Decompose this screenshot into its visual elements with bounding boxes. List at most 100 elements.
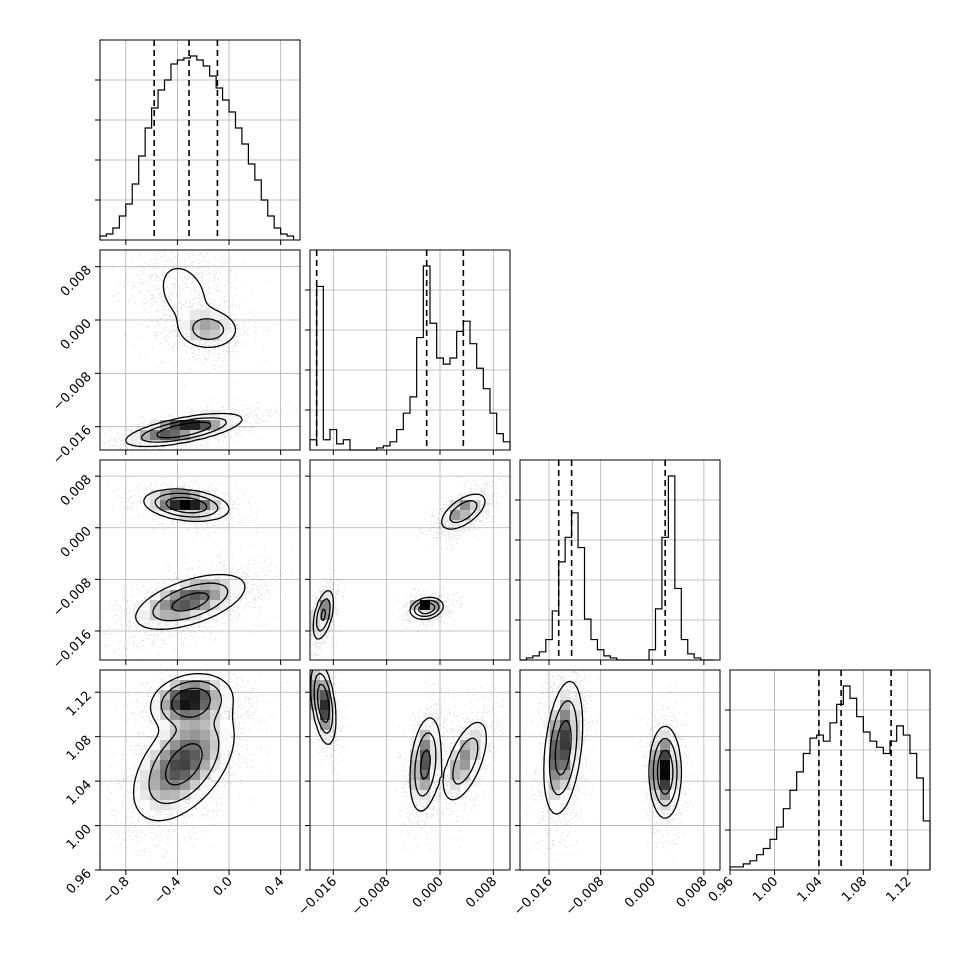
density-cell [550, 770, 561, 781]
density-cell [650, 770, 661, 781]
density-cell [450, 780, 461, 791]
scatter-panel-2-3: −0.016 −0.008 0.000 0.008 [511, 669, 721, 919]
density-cell [190, 510, 201, 521]
density-cell [160, 590, 171, 601]
density-cell [210, 760, 221, 771]
scatter-panel-1-2 [305, 459, 511, 665]
sample-points [100, 670, 289, 870]
density-cell [210, 580, 221, 591]
density-cell [160, 790, 171, 801]
sample-points [525, 670, 701, 868]
density-cell [550, 760, 561, 771]
contour-line [148, 680, 223, 805]
density-cell [190, 420, 201, 431]
density-cell [430, 600, 441, 611]
density-cell [130, 430, 141, 441]
scatter-panel-0-3: −0.8 −0.4 0.0 0.4 0.96 1.00 1.04 1.08 1.12 [64, 669, 301, 907]
density-cell [420, 720, 431, 731]
y-tick-label: 1.12 [64, 688, 95, 719]
density-cell [160, 750, 171, 761]
density-cell [190, 790, 201, 801]
density-cell [180, 600, 191, 611]
density-cell [210, 700, 221, 711]
density-cell [200, 600, 211, 611]
density-cell [160, 800, 171, 811]
density-cell [460, 500, 471, 511]
density-cell [420, 760, 431, 771]
density-cell [560, 700, 571, 711]
density-cell [310, 680, 321, 691]
density-cell [210, 420, 221, 431]
density-cell [160, 740, 171, 751]
contour-line [316, 683, 431, 780]
density-cell [150, 430, 161, 441]
density-cell [210, 590, 221, 601]
density-cell [310, 670, 321, 681]
density-cell [190, 690, 201, 701]
density-cell [560, 720, 571, 731]
density-cell [230, 580, 241, 591]
histogram-step-line [520, 475, 714, 661]
panel-frame [99, 459, 301, 661]
y-tick-label: −0.008 [50, 576, 95, 621]
density-cell [560, 730, 571, 741]
density-cell [140, 780, 151, 791]
density-cell [450, 510, 461, 521]
density-cell [550, 780, 561, 791]
sample-scatter [310, 472, 510, 660]
contour-line [554, 719, 674, 795]
density-cell [220, 320, 231, 331]
scatter-panel-1-3: −0.016 −0.008 0.000 0.008 [296, 669, 511, 919]
density-cell [200, 420, 211, 431]
density-cell [150, 490, 161, 501]
density-cell [160, 430, 171, 441]
density-cell [540, 770, 551, 781]
density-cell [220, 740, 231, 751]
contour-line [548, 700, 678, 807]
density-cell [220, 410, 231, 421]
density-cell [180, 780, 191, 791]
density-cell [560, 790, 571, 801]
density-cell [150, 770, 161, 781]
density-cell [190, 720, 201, 731]
density-cell [150, 700, 161, 711]
density-cell [200, 780, 211, 791]
density-cell [170, 580, 181, 591]
density-cell [570, 740, 581, 751]
contour-line [165, 496, 210, 612]
density-cell [170, 690, 181, 701]
contour-line [156, 421, 212, 439]
y-tick-label: 0.000 [58, 524, 95, 561]
density-cell [150, 610, 161, 621]
density-cell [200, 590, 211, 601]
density-cell [140, 760, 151, 771]
density-cell [210, 730, 221, 741]
density-cell [180, 290, 191, 301]
y-tick-label: −0.016 [50, 423, 95, 468]
density-cell [190, 600, 201, 611]
density-cell [430, 770, 441, 781]
density-cell [170, 800, 181, 811]
density-cell [150, 800, 161, 811]
density-cell [560, 750, 571, 761]
x-tick-label: 0.000 [410, 874, 447, 911]
density-cell [210, 500, 221, 511]
density-cell [170, 770, 181, 781]
density-cell [170, 680, 181, 691]
density-cell [190, 780, 201, 791]
contour-line [320, 602, 436, 622]
x-tick-label: −0.8 [100, 874, 133, 907]
density-cell [200, 730, 211, 741]
density-cell [320, 590, 331, 601]
density-cell [150, 760, 161, 771]
density-cell [180, 730, 191, 741]
histogram-step-line [729, 685, 931, 870]
x-tick-label: 0.000 [622, 874, 659, 911]
density-cell [670, 760, 681, 771]
density-cell [310, 610, 321, 621]
density-cell [220, 730, 231, 741]
density-cell [420, 740, 431, 751]
density-cell [180, 320, 191, 331]
density-cell [670, 770, 681, 781]
density-cell [660, 780, 671, 791]
